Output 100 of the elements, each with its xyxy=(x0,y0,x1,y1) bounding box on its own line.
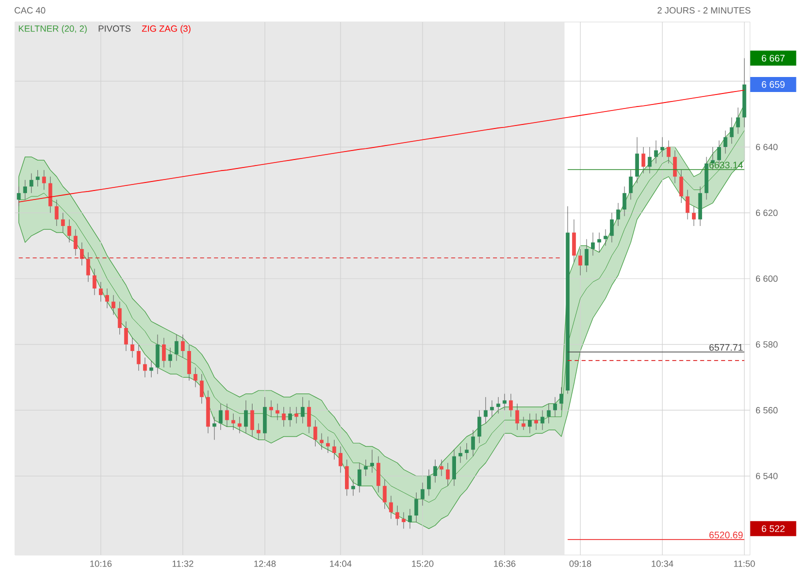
candlestick xyxy=(370,449,374,473)
candlestick xyxy=(591,232,595,256)
candlestick xyxy=(408,508,412,529)
candlestick xyxy=(250,403,254,437)
candlestick xyxy=(420,482,424,506)
candlestick xyxy=(149,360,154,378)
candlestick xyxy=(402,512,406,529)
candlestick xyxy=(54,199,59,226)
candlestick xyxy=(540,410,544,430)
candlestick xyxy=(528,413,532,434)
candlestick xyxy=(534,413,538,430)
candlestick xyxy=(174,334,178,362)
candlestick xyxy=(628,170,633,200)
candlestick xyxy=(433,459,438,483)
x-tick-label: 09:18 xyxy=(569,560,592,567)
candlestick xyxy=(515,403,520,430)
candlestick xyxy=(244,400,248,434)
x-tick-label: 14:04 xyxy=(330,560,352,567)
candlestick xyxy=(364,459,368,476)
candlestick xyxy=(522,416,526,430)
candlestick xyxy=(736,107,740,134)
candlestick xyxy=(502,394,506,410)
candlestick xyxy=(446,462,450,486)
candlestick xyxy=(572,219,576,262)
candlestick xyxy=(23,180,27,200)
candlestick xyxy=(654,140,658,164)
x-tick-label: 10:16 xyxy=(90,560,112,567)
candlestick xyxy=(16,186,21,206)
candlestick xyxy=(118,301,122,335)
candlestick xyxy=(194,367,198,388)
candlestick xyxy=(477,410,482,444)
candlestick xyxy=(294,406,298,424)
candlestick xyxy=(288,406,292,427)
y-tick-label: 6 640 xyxy=(756,144,778,150)
chart-subtitle: 2 JOURS - 2 MINUTES xyxy=(658,7,750,14)
candlestick xyxy=(338,446,342,473)
candlestick xyxy=(300,396,305,424)
x-tick-label: 15:20 xyxy=(412,560,434,567)
candlestick xyxy=(225,403,229,427)
candlestick xyxy=(426,469,431,496)
candlestick xyxy=(509,394,513,418)
candlestick xyxy=(490,400,494,418)
chart-title: CAC 40 xyxy=(14,7,46,14)
candlestick xyxy=(124,321,128,352)
candlestick xyxy=(136,344,141,371)
candlestick xyxy=(546,403,551,424)
candlestick xyxy=(648,146,652,174)
candlestick xyxy=(440,459,444,476)
candlestick xyxy=(458,446,462,464)
candlestick xyxy=(559,386,564,410)
candlestick xyxy=(622,186,626,216)
text: ZIG ZAG (3) xyxy=(142,25,190,34)
candlestick xyxy=(464,442,469,460)
candlestick xyxy=(484,396,488,424)
candlestick xyxy=(332,440,336,460)
candlestick xyxy=(282,406,286,427)
candlestick xyxy=(344,459,349,496)
candlestick xyxy=(597,232,602,253)
y-tick-label: 6 560 xyxy=(756,407,778,414)
candlestick xyxy=(130,338,134,358)
candlestick xyxy=(724,130,728,154)
text: 6 659 xyxy=(762,81,785,88)
candlestick xyxy=(180,334,185,358)
candlestick xyxy=(616,202,620,226)
candlestick xyxy=(389,496,393,520)
text: PIVOTS xyxy=(98,25,131,32)
candlestick xyxy=(395,505,400,526)
candlestick xyxy=(61,212,65,233)
y-tick-label: 6 540 xyxy=(756,472,778,480)
candlestick xyxy=(162,338,166,368)
candlestick xyxy=(36,170,40,187)
candlestick xyxy=(382,479,387,510)
candlestick xyxy=(326,436,330,454)
candlestick xyxy=(92,268,96,296)
candlestick xyxy=(452,449,456,486)
data-label: 6577.71 xyxy=(709,344,743,351)
candlestick xyxy=(610,212,614,243)
candlestick xyxy=(143,357,147,378)
candlestick xyxy=(641,146,646,174)
text: 6 522 xyxy=(762,525,785,532)
candlestick xyxy=(635,136,639,184)
candlestick xyxy=(666,140,671,164)
candlestick xyxy=(376,456,380,493)
candlestick xyxy=(471,430,475,457)
y-tick-label: 6 580 xyxy=(756,341,778,348)
candlestick xyxy=(660,136,664,158)
x-tick-label: 10:34 xyxy=(652,560,674,567)
x-tick-label: 11:50 xyxy=(734,560,755,567)
candlestick xyxy=(42,170,46,190)
candlestick xyxy=(578,248,582,276)
candlestick xyxy=(307,400,311,434)
candlestick xyxy=(692,206,696,226)
text: 6 667 xyxy=(762,54,785,62)
candlestick xyxy=(496,396,500,414)
candlestick xyxy=(112,294,116,316)
candlestick xyxy=(168,347,172,368)
candlestick xyxy=(673,150,677,184)
candlestick xyxy=(584,238,588,272)
candlestick xyxy=(86,252,90,282)
text: KELTNER (20, 2) xyxy=(18,25,87,34)
